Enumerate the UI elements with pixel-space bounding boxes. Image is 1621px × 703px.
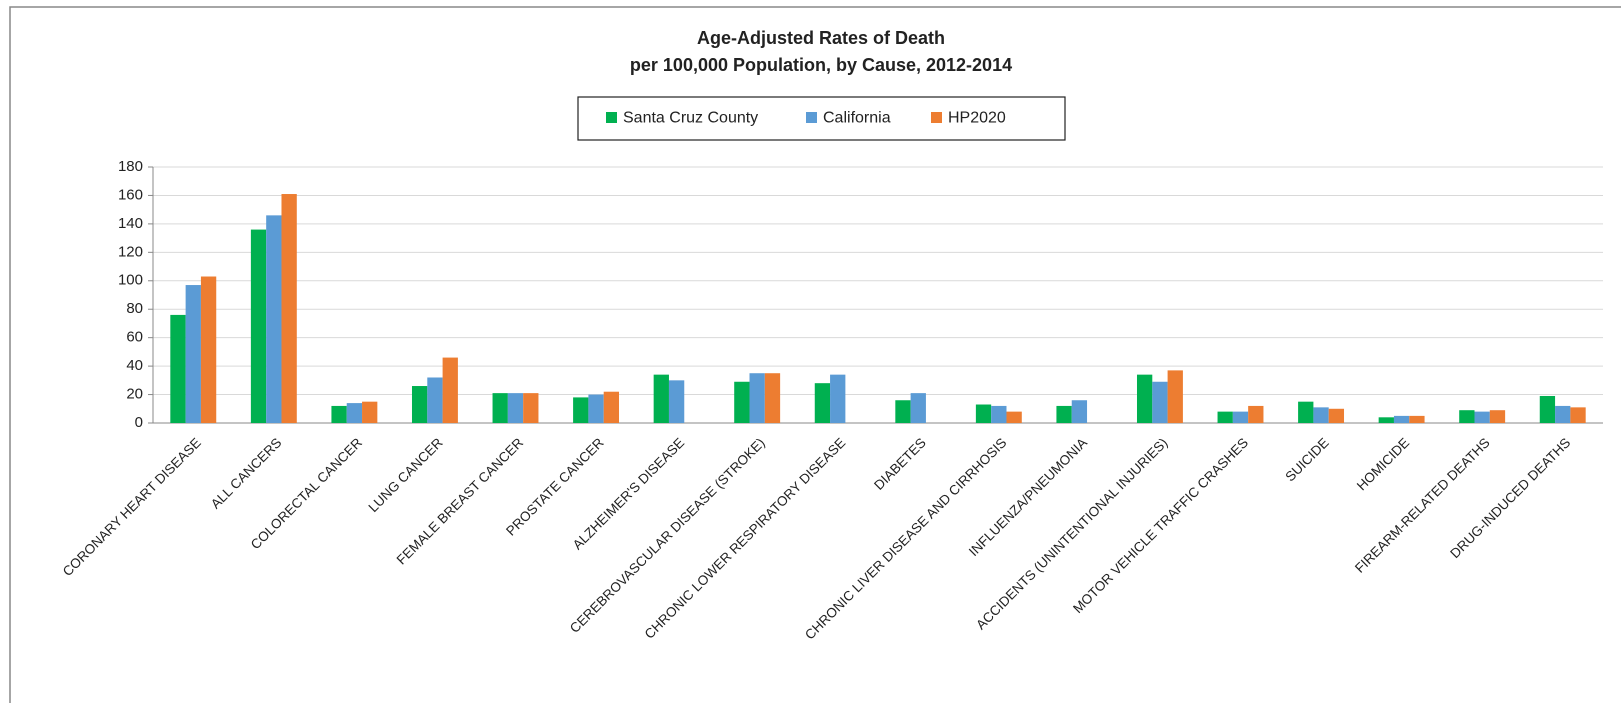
x-tick-label: DIABETES	[871, 435, 929, 493]
bar	[281, 194, 297, 423]
frame	[9, 6, 1621, 703]
y-tick-label: 60	[126, 329, 143, 346]
bar	[1489, 410, 1506, 423]
bar	[910, 393, 926, 423]
chart-subtitle: per 100,000 Population, by Cause, 2012-2…	[630, 55, 1012, 75]
x-tick-label: MOTOR VEHICLE TRAFFIC CRASHES	[1070, 435, 1251, 616]
y-tick-label: 120	[118, 243, 143, 260]
y-tick-label: 0	[135, 414, 143, 431]
chart-title: Age-Adjusted Rates of Death	[697, 28, 945, 48]
bar	[1056, 405, 1072, 423]
bar	[1313, 407, 1329, 423]
bar	[1071, 400, 1088, 423]
x-tick-label: HOMICIDE	[1354, 435, 1412, 493]
bar	[1167, 370, 1183, 423]
bar	[1136, 374, 1153, 423]
y-tick-label: 100	[118, 272, 143, 289]
bar	[1378, 417, 1394, 423]
bar	[1328, 408, 1345, 423]
bar	[764, 373, 781, 423]
x-tick-label: CORONARY HEART DISEASE	[60, 435, 204, 579]
bar	[1555, 405, 1571, 423]
legend-swatch	[931, 112, 942, 123]
legend-label: HP2020	[948, 110, 1006, 127]
bar	[1006, 411, 1022, 423]
bar	[830, 374, 846, 423]
bar	[442, 357, 458, 423]
bar	[1152, 381, 1168, 423]
bar	[170, 314, 186, 423]
y-tick-label: 40	[126, 357, 143, 374]
bar	[1570, 407, 1586, 423]
bar	[734, 381, 750, 423]
bar	[200, 276, 217, 423]
legend-box	[577, 96, 1066, 141]
bar	[331, 405, 347, 423]
bar	[492, 393, 508, 423]
bar	[266, 215, 282, 423]
bar	[975, 404, 992, 423]
bar	[668, 380, 685, 423]
bar	[1393, 415, 1410, 423]
bar	[1232, 411, 1249, 423]
y-tick-label: 140	[118, 215, 143, 232]
bar	[1474, 411, 1490, 423]
x-tick-label: SUICIDE	[1282, 435, 1331, 484]
x-tick-label: LUNG CANCER	[365, 435, 445, 515]
legend-label: California	[823, 110, 891, 127]
y-tick-label: 160	[118, 186, 143, 203]
bar	[749, 373, 765, 423]
bar	[1539, 395, 1556, 423]
bar	[603, 391, 620, 423]
bar	[523, 393, 539, 423]
bar	[250, 229, 267, 423]
bar	[185, 285, 201, 423]
bar	[588, 394, 604, 423]
bar	[895, 400, 911, 423]
bar	[362, 401, 378, 423]
bar	[1217, 411, 1233, 423]
bar	[427, 377, 443, 423]
y-tick-label: 80	[126, 300, 143, 317]
legend-swatch	[806, 112, 817, 123]
bar	[991, 405, 1007, 423]
bar	[653, 374, 669, 423]
legend-swatch	[606, 112, 617, 123]
bar	[1409, 415, 1425, 423]
bar	[346, 403, 363, 423]
bar	[1459, 410, 1475, 423]
bar	[814, 383, 831, 423]
bar	[1298, 401, 1314, 423]
y-tick-label: 20	[126, 386, 143, 403]
x-tick-label: FIREARM-RELATED DEATHS	[1352, 435, 1493, 576]
bar	[573, 397, 589, 423]
legend-label: Santa Cruz County	[623, 110, 758, 127]
x-tick-label: ALL CANCERS	[208, 435, 285, 512]
bar	[507, 393, 524, 423]
bar	[1248, 405, 1264, 423]
bar	[411, 386, 428, 423]
x-tick-label: FEMALE BREAST CANCER	[394, 435, 527, 568]
y-tick-label: 180	[118, 158, 143, 175]
